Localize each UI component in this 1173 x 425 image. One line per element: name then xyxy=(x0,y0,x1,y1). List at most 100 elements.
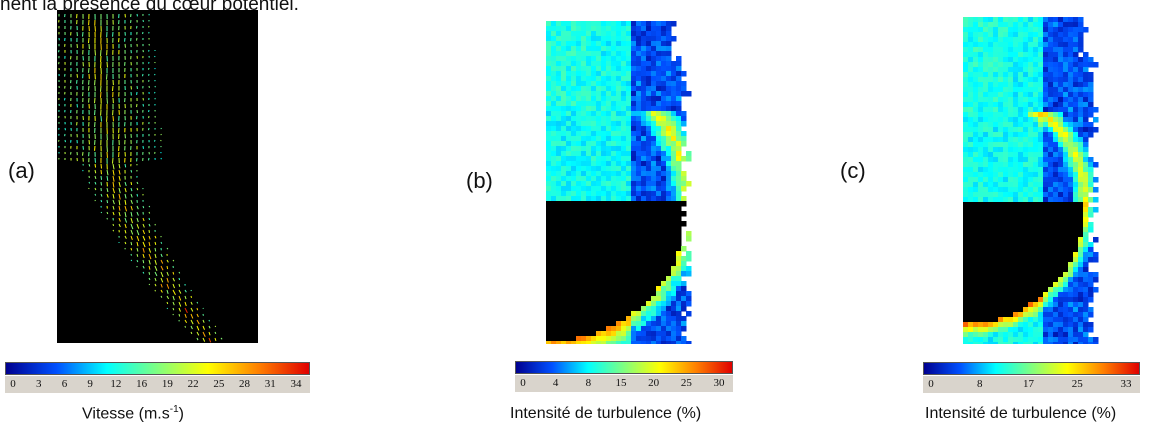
turbulence-cell xyxy=(1083,252,1089,258)
turbulence-cell xyxy=(1073,37,1079,43)
velocity-vector xyxy=(142,205,145,209)
turbulence-cell xyxy=(1048,192,1054,198)
turbulence-cell xyxy=(586,136,592,142)
turbulence-cell xyxy=(556,141,562,147)
turbulence-cell xyxy=(576,276,582,282)
turbulence-cell xyxy=(983,122,989,128)
turbulence-cell xyxy=(661,136,667,142)
turbulence-cell xyxy=(581,326,587,332)
turbulence-cell xyxy=(671,201,677,207)
turbulence-cell xyxy=(1073,292,1079,298)
velocity-vector xyxy=(148,247,152,253)
turbulence-cell xyxy=(611,26,617,32)
turbulence-cell xyxy=(978,277,984,283)
turbulence-cell xyxy=(556,111,562,117)
turbulence-cell xyxy=(601,71,607,77)
turbulence-cell xyxy=(1073,122,1079,128)
turbulence-cell xyxy=(1043,302,1049,308)
turbulence-cell xyxy=(631,261,637,267)
turbulence-cell xyxy=(1008,192,1014,198)
turbulence-cell xyxy=(1033,157,1039,163)
turbulence-cell xyxy=(978,172,984,178)
turbulence-cell xyxy=(1008,117,1014,123)
turbulence-cell xyxy=(963,242,969,248)
turbulence-cell xyxy=(1008,207,1014,213)
turbulence-cell xyxy=(676,96,682,102)
turbulence-cell xyxy=(656,321,662,327)
turbulence-cell xyxy=(1048,317,1054,323)
turbulence-cell xyxy=(656,96,662,102)
turbulence-cell xyxy=(1013,62,1019,68)
turbulence-cell xyxy=(1058,197,1064,203)
velocity-vector xyxy=(172,271,175,275)
turbulence-cell xyxy=(1023,32,1029,38)
turbulence-cell xyxy=(641,326,647,332)
turbulence-cell xyxy=(1053,32,1059,38)
turbulence-cell xyxy=(988,217,994,223)
turbulence-cell xyxy=(1013,142,1019,148)
turbulence-cell xyxy=(546,296,552,302)
turbulence-cell xyxy=(611,146,617,152)
velocity-vector xyxy=(130,259,133,262)
velocity-vector xyxy=(160,277,164,283)
turbulence-cell xyxy=(1063,337,1069,343)
velocity-vector xyxy=(166,277,169,283)
turbulence-cell xyxy=(1048,292,1054,298)
turbulence-cell xyxy=(1053,252,1059,258)
turbulence-cell xyxy=(616,56,622,62)
turbulence-cell xyxy=(1008,27,1014,33)
turbulence-cell xyxy=(626,286,632,292)
turbulence-cell xyxy=(596,236,602,242)
turbulence-cell xyxy=(1078,132,1084,138)
turbulence-cell xyxy=(963,187,969,193)
turbulence-cell xyxy=(1048,77,1054,83)
turbulence-cell xyxy=(601,236,607,242)
turbulence-cell xyxy=(1028,252,1034,258)
turbulence-cell xyxy=(1043,147,1049,153)
turbulence-cell xyxy=(636,71,642,77)
turbulence-cell xyxy=(551,211,557,217)
turbulence-cell xyxy=(611,51,617,57)
turbulence-cell xyxy=(1038,332,1044,338)
turbulence-cell xyxy=(1083,27,1089,33)
colorbar-tick-label: 0 xyxy=(10,378,16,390)
turbulence-cell xyxy=(998,327,1004,333)
turbulence-cell xyxy=(1043,222,1049,228)
turbulence-cell xyxy=(571,31,577,37)
turbulence-cell xyxy=(636,156,642,162)
turbulence-cell xyxy=(551,196,557,202)
turbulence-cell xyxy=(686,156,692,162)
turbulence-cell xyxy=(551,46,557,52)
turbulence-cell xyxy=(1083,232,1089,238)
turbulence-cell xyxy=(596,106,602,112)
turbulence-cell xyxy=(983,307,989,313)
turbulence-cell xyxy=(1088,162,1094,168)
turbulence-cell xyxy=(1033,162,1039,168)
turbulence-cell xyxy=(636,241,642,247)
turbulence-cell xyxy=(586,76,592,82)
turbulence-cell xyxy=(611,31,617,37)
turbulence-cell xyxy=(681,306,687,312)
turbulence-cell xyxy=(1013,267,1019,273)
turbulence-cell xyxy=(606,131,612,137)
turbulence-cell xyxy=(666,201,672,207)
turbulence-cell xyxy=(556,271,562,277)
turbulence-cell xyxy=(596,61,602,67)
turbulence-cell xyxy=(963,127,969,133)
turbulence-cell xyxy=(631,96,637,102)
turbulence-cell xyxy=(1063,202,1069,208)
turbulence-cell xyxy=(566,56,572,62)
turbulence-cell xyxy=(651,301,657,307)
turbulence-cell xyxy=(973,87,979,93)
turbulence-cell xyxy=(681,171,687,177)
turbulence-cell xyxy=(651,131,657,137)
velocity-vector xyxy=(142,235,146,241)
turbulence-cell xyxy=(576,31,582,37)
turbulence-cell xyxy=(611,136,617,142)
turbulence-cell xyxy=(1048,157,1054,163)
turbulence-cell xyxy=(626,281,632,287)
turbulence-cell xyxy=(1058,127,1064,133)
turbulence-cell xyxy=(611,221,617,227)
turbulence-cell xyxy=(566,31,572,37)
turbulence-cell xyxy=(1043,132,1049,138)
